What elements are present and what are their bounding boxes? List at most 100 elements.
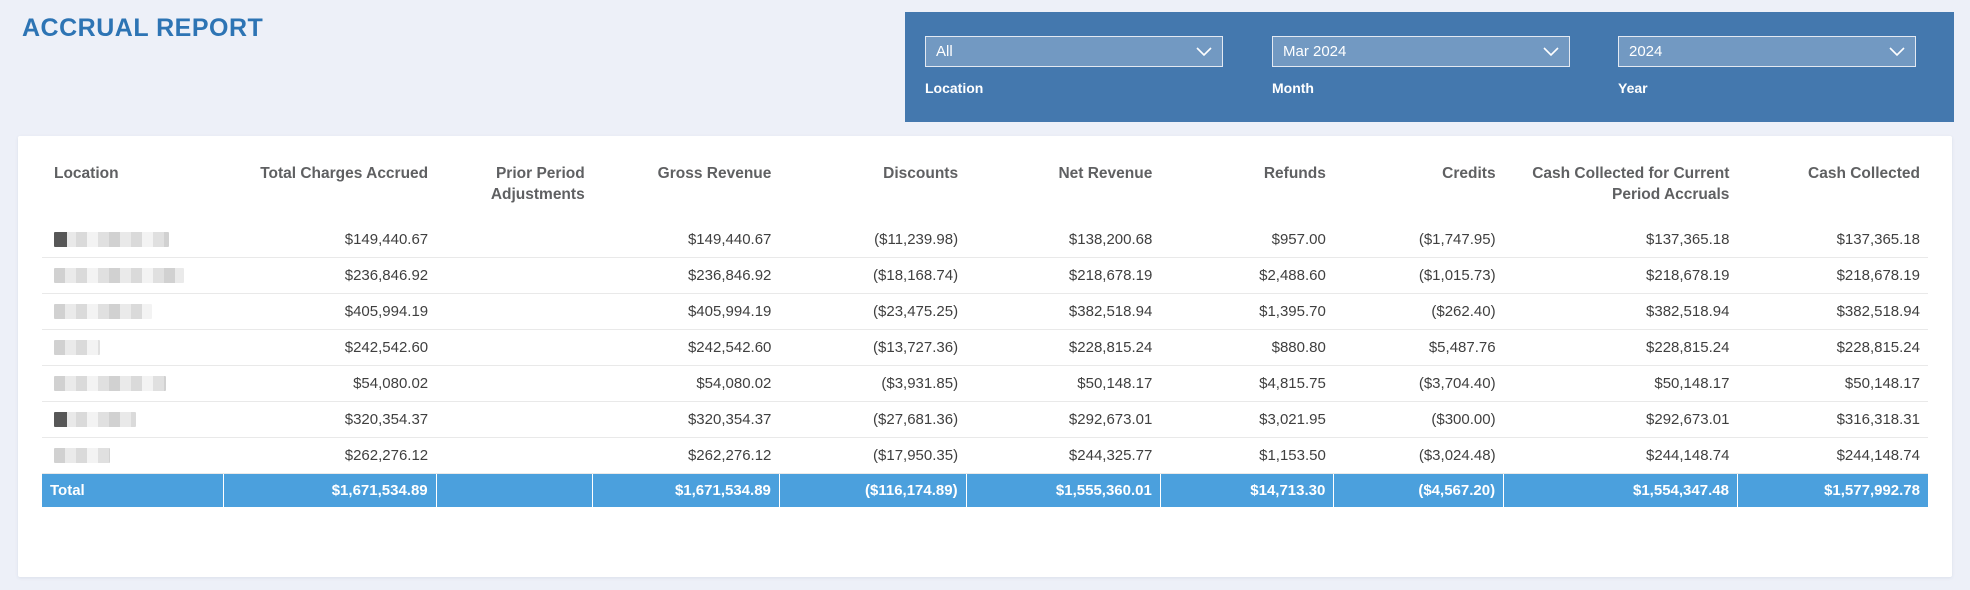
value-cell: $3,021.95 xyxy=(1160,401,1334,438)
value-cell: $50,148.17 xyxy=(1503,365,1738,402)
total-value-cell: $1,671,534.89 xyxy=(592,473,780,507)
value-cell xyxy=(436,365,593,402)
total-value-cell: $1,577,992.78 xyxy=(1736,473,1928,507)
value-cell: ($18,168.74) xyxy=(779,257,967,294)
value-cell: ($11,239.98) xyxy=(779,221,967,258)
location-cell xyxy=(42,293,224,330)
value-cell: $50,148.17 xyxy=(1737,365,1928,402)
location-dropdown[interactable]: All xyxy=(925,36,1223,67)
value-cell: ($1,015.73) xyxy=(1333,257,1504,294)
filter-group-year: 2024 Year xyxy=(1618,36,1916,96)
year-filter-label: Year xyxy=(1618,80,1648,96)
redacted-location-name xyxy=(54,340,100,356)
column-header[interactable]: Discounts xyxy=(883,165,959,182)
total-value-cell xyxy=(435,473,593,507)
value-cell: ($262.40) xyxy=(1333,293,1504,330)
column-header[interactable]: Location xyxy=(54,165,119,182)
value-cell: ($1,747.95) xyxy=(1333,221,1504,258)
value-cell: $218,678.19 xyxy=(966,257,1161,294)
value-cell xyxy=(436,329,593,366)
value-cell xyxy=(436,401,593,438)
value-cell: $1,153.50 xyxy=(1160,437,1334,474)
value-cell: $382,518.94 xyxy=(1737,293,1928,330)
value-cell: ($3,024.48) xyxy=(1333,437,1504,474)
total-value-cell: $1,671,534.89 xyxy=(222,473,437,507)
value-cell: $50,148.17 xyxy=(966,365,1161,402)
total-value-cell: $1,555,360.01 xyxy=(965,473,1161,507)
value-cell: $149,440.67 xyxy=(592,221,780,258)
value-cell: $138,200.68 xyxy=(966,221,1161,258)
page-title: ACCRUAL REPORT xyxy=(22,14,264,42)
redacted-location-name xyxy=(54,304,152,320)
redacted-location-name xyxy=(54,412,136,428)
value-cell: $244,325.77 xyxy=(966,437,1161,474)
column-header[interactable]: Prior Period Adjustments xyxy=(490,165,585,203)
table-row[interactable]: $149,440.67 $149,440.67 ($11,239.98) $138,2… xyxy=(42,221,1928,258)
redacted-location-name xyxy=(54,232,169,248)
column-header[interactable]: Gross Revenue xyxy=(657,165,772,182)
chevron-down-icon[interactable] xyxy=(1196,46,1212,57)
table-row[interactable]: $242,542.60 $242,542.60 ($13,727.36) $228,8… xyxy=(42,329,1928,366)
column-header[interactable]: Total Charges Accrued xyxy=(260,165,429,182)
total-label: Total xyxy=(42,473,224,507)
total-value-cell: $14,713.30 xyxy=(1159,473,1334,507)
value-cell: $218,678.19 xyxy=(1737,257,1928,294)
total-value-cell: ($116,174.89) xyxy=(778,473,967,507)
month-filter-label: Month xyxy=(1272,80,1314,96)
location-filter-label: Location xyxy=(925,80,984,96)
value-cell: $242,542.60 xyxy=(223,329,437,366)
value-cell: ($13,727.36) xyxy=(779,329,967,366)
column-header[interactable]: Net Revenue xyxy=(1058,165,1153,182)
column-header[interactable]: Cash Collected xyxy=(1808,165,1920,182)
value-cell: $262,276.12 xyxy=(223,437,437,474)
value-cell: $382,518.94 xyxy=(966,293,1161,330)
value-cell: $320,354.37 xyxy=(592,401,780,438)
filter-panel: All Location Mar 2024 Month 2024 Year xyxy=(905,12,1954,122)
year-dropdown[interactable]: 2024 xyxy=(1618,36,1916,67)
value-cell: $54,080.02 xyxy=(223,365,437,402)
value-cell: ($27,681.36) xyxy=(779,401,967,438)
value-cell: $244,148.74 xyxy=(1503,437,1738,474)
value-cell: $218,678.19 xyxy=(1503,257,1738,294)
total-value-cell: $1,554,347.48 xyxy=(1503,473,1738,507)
location-cell xyxy=(42,365,224,402)
chevron-down-icon[interactable] xyxy=(1889,46,1905,57)
value-cell: ($3,704.40) xyxy=(1333,365,1504,402)
location-cell xyxy=(42,329,224,366)
value-cell: $137,365.18 xyxy=(1737,221,1928,258)
value-cell: $5,487.76 xyxy=(1333,329,1504,366)
value-cell: $957.00 xyxy=(1160,221,1334,258)
redacted-location-name xyxy=(54,268,184,284)
value-cell xyxy=(436,221,593,258)
value-cell: $2,488.60 xyxy=(1160,257,1334,294)
value-cell xyxy=(436,437,593,474)
value-cell: $292,673.01 xyxy=(966,401,1161,438)
column-header[interactable]: Credits xyxy=(1442,165,1496,182)
table-row[interactable]: $54,080.02 $54,080.02 ($3,931.85) $50,148.1… xyxy=(42,365,1928,402)
value-cell: ($300.00) xyxy=(1333,401,1504,438)
column-header[interactable]: Refunds xyxy=(1263,165,1326,182)
table-row[interactable]: $405,994.19 $405,994.19 ($23,475.25) $382,5… xyxy=(42,293,1928,330)
location-dropdown-value: All xyxy=(936,43,953,60)
location-cell xyxy=(42,437,224,474)
table-row[interactable]: $320,354.37 $320,354.37 ($27,681.36) $292,6… xyxy=(42,401,1928,438)
chevron-down-icon[interactable] xyxy=(1543,46,1559,57)
table-row[interactable]: $262,276.12 $262,276.12 ($17,950.35) $244,3… xyxy=(42,437,1928,474)
month-dropdown-value: Mar 2024 xyxy=(1283,43,1347,60)
location-cell xyxy=(42,221,224,258)
value-cell: $228,815.24 xyxy=(966,329,1161,366)
value-cell: $1,395.70 xyxy=(1160,293,1334,330)
filter-group-month: Mar 2024 Month xyxy=(1272,36,1570,96)
value-cell: ($3,931.85) xyxy=(779,365,967,402)
header-row: Location Total Charges Accrued Prior Perio… xyxy=(42,156,1928,222)
column-header[interactable]: Cash Collected for Current Period Accrua… xyxy=(1532,165,1730,203)
value-cell: $236,846.92 xyxy=(592,257,780,294)
value-cell xyxy=(436,293,593,330)
value-cell: $236,846.92 xyxy=(223,257,437,294)
value-cell: ($17,950.35) xyxy=(779,437,967,474)
redacted-location-name xyxy=(54,448,110,464)
value-cell: $149,440.67 xyxy=(223,221,437,258)
value-cell: $320,354.37 xyxy=(223,401,437,438)
table-row[interactable]: $236,846.92 $236,846.92 ($18,168.74) $218,6… xyxy=(42,257,1928,294)
month-dropdown[interactable]: Mar 2024 xyxy=(1272,36,1570,67)
